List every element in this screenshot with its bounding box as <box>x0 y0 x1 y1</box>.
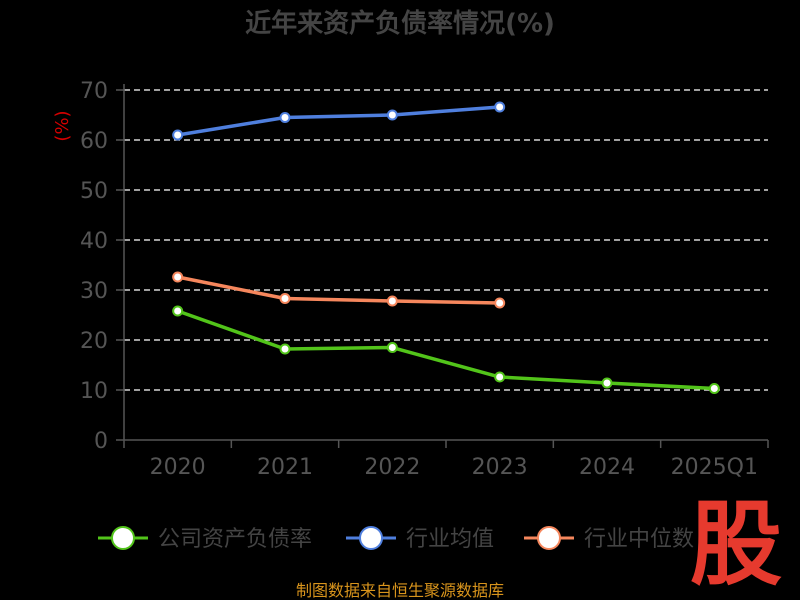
chart-title: 近年来资产负债率情况(%) <box>245 8 555 39</box>
x-tick-label: 2020 <box>150 455 206 480</box>
legend-label: 行业均值 <box>406 527 494 552</box>
legend-marker <box>359 526 383 550</box>
y-tick-label: 60 <box>80 129 108 154</box>
data-point <box>386 342 398 353</box>
x-tick-label: 2022 <box>364 455 420 480</box>
x-tick-label: 2023 <box>472 455 528 480</box>
y-tick-label: 50 <box>80 179 108 204</box>
data-source: 制图数据来自恒生聚源数据库 <box>296 581 504 600</box>
y-tick-label: 30 <box>80 279 108 304</box>
data-point <box>279 343 291 355</box>
data-point <box>172 305 184 317</box>
legend-marker <box>111 526 135 550</box>
series-line-0 <box>177 309 715 391</box>
data-point <box>172 129 184 141</box>
data-point <box>172 271 184 283</box>
data-point <box>494 371 506 383</box>
data-point <box>279 293 291 304</box>
data-point <box>386 295 398 307</box>
y-tick-label: 10 <box>80 379 108 404</box>
data-point <box>494 101 506 113</box>
legend-label: 公司资产负债率 <box>158 527 312 552</box>
data-point <box>601 377 613 389</box>
x-tick-label: 2024 <box>579 455 635 480</box>
y-tick-label: 0 <box>94 429 108 454</box>
series-line-2 <box>177 275 500 305</box>
data-point <box>494 297 506 309</box>
legend-label: 行业中位数 <box>584 527 694 552</box>
x-tick-label: 2025Q1 <box>671 455 758 480</box>
y-tick-label: 70 <box>80 79 108 104</box>
brand-stamp: 股 <box>690 491 782 598</box>
data-point <box>708 383 720 394</box>
x-tick-label: 2021 <box>257 455 313 480</box>
data-point <box>279 112 291 123</box>
y-tick-label: 40 <box>80 229 108 254</box>
legend-marker <box>537 526 561 550</box>
data-point <box>386 109 398 121</box>
y-axis-label: (%) <box>52 110 73 141</box>
y-tick-label: 20 <box>80 329 108 354</box>
series-line-1 <box>177 105 500 137</box>
